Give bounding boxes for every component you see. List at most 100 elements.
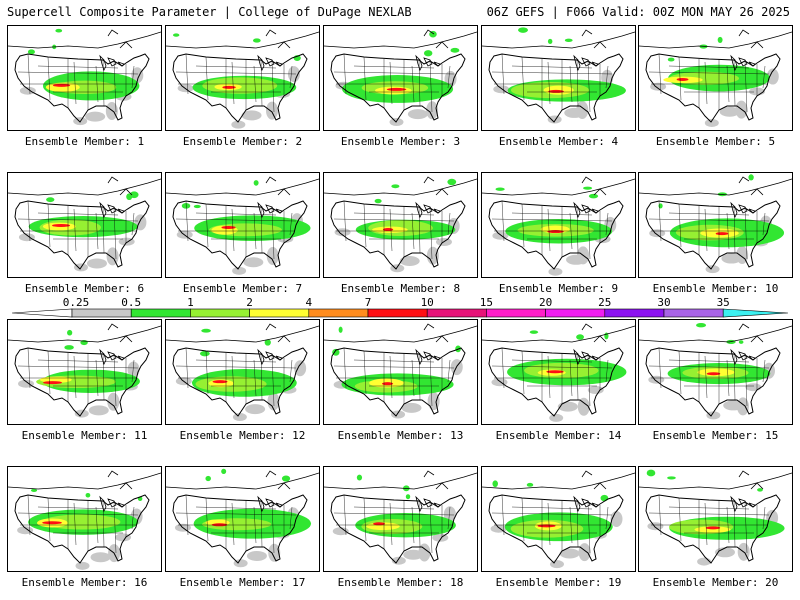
state-line: [411, 506, 415, 544]
shading-green: [405, 494, 411, 500]
colorbar-segment: [604, 308, 665, 318]
ensemble-map: [8, 176, 161, 272]
state-line: [521, 203, 525, 248]
ensemble-map: [166, 29, 319, 129]
us-outline: [645, 53, 781, 123]
state-line: [501, 200, 505, 242]
ensemble-panel-10: [638, 172, 793, 278]
ensemble-panel-1: [7, 25, 162, 131]
shading-red: [42, 521, 62, 525]
shading-red: [43, 381, 62, 385]
ensemble-map: [324, 176, 477, 273]
us-outline: [330, 494, 466, 564]
shading-low: [17, 526, 34, 535]
shading-low: [403, 549, 424, 560]
ensemble-member-label: Ensemble Member: 7: [182, 282, 303, 295]
canada-border: [324, 29, 477, 49]
great-lakes: [99, 495, 125, 513]
state-line: [547, 61, 551, 105]
shading-low: [232, 413, 247, 422]
ensemble-map: [639, 174, 792, 274]
shading-red: [382, 228, 394, 232]
shading-green: [67, 329, 73, 336]
state-line: [511, 65, 593, 69]
ensemble-member-label: Ensemble Member: 1: [24, 135, 145, 148]
state-line: [195, 506, 277, 510]
shading-red: [212, 380, 228, 384]
state-line: [569, 506, 573, 544]
ensemble-panel-11: [7, 319, 162, 425]
shading-low: [745, 383, 762, 392]
shading-green: [547, 38, 553, 44]
great-lakes: [730, 348, 756, 366]
shading-low: [736, 397, 749, 416]
state-line: [271, 207, 275, 260]
state-line: [429, 354, 433, 407]
state-line: [511, 359, 593, 363]
state-line: [658, 200, 662, 242]
us-outline: [330, 347, 466, 417]
shading-low: [90, 552, 111, 563]
state-line: [658, 53, 662, 95]
state-line: [678, 56, 682, 101]
state-line: [587, 501, 591, 554]
us-outline: [172, 347, 308, 417]
state-line: [17, 71, 139, 75]
shading-green: [55, 28, 63, 33]
shading-green: [173, 33, 180, 37]
shading-green: [717, 36, 723, 43]
shading-red: [548, 89, 564, 93]
great-lakes: [257, 495, 283, 513]
colorbar-segment: [663, 308, 724, 318]
state-line: [587, 207, 591, 260]
shading-green: [423, 50, 433, 57]
shading-low: [418, 543, 431, 562]
shading-green: [564, 38, 573, 43]
us-outline: [488, 347, 624, 417]
colorbar-segment: [545, 308, 606, 318]
state-line: [343, 494, 347, 536]
state-line: [648, 71, 770, 75]
state-line: [744, 207, 748, 260]
state-line: [289, 65, 293, 89]
colorbar-tick-label: 20: [539, 296, 552, 309]
state-line: [726, 65, 730, 103]
ensemble-map: [8, 470, 161, 570]
shading-red: [706, 372, 721, 376]
ensemble-panel-16: [7, 466, 162, 572]
shading-low: [648, 375, 665, 384]
state-line: [131, 506, 135, 530]
state-line: [131, 212, 135, 236]
great-lakes: [573, 348, 599, 366]
ensemble-map: [166, 176, 319, 275]
state-line: [389, 355, 393, 399]
canada-border: [166, 470, 319, 490]
state-line: [95, 506, 99, 544]
shading-green: [518, 27, 528, 33]
state-line: [27, 53, 31, 95]
state-line: [73, 61, 77, 105]
colorbar-segment: [71, 308, 132, 318]
shading-low: [647, 522, 664, 531]
state-line: [744, 354, 748, 407]
ensemble-map: [8, 28, 161, 126]
state-line: [587, 354, 591, 407]
state-line: [113, 354, 117, 407]
ensemble-panel-20: [638, 466, 793, 572]
shading-low: [649, 229, 666, 238]
state-line: [175, 365, 297, 369]
state-line: [333, 512, 455, 516]
shading-green: [495, 187, 505, 191]
state-line: [205, 56, 209, 101]
shading-green: [600, 494, 609, 502]
colorbar-tick-label: 10: [421, 296, 434, 309]
shading-green: [588, 193, 599, 199]
canada-border: [639, 29, 792, 49]
state-line: [429, 60, 433, 113]
shading-green: [583, 186, 593, 190]
canada-border: [166, 323, 319, 343]
ensemble-member-label: Ensemble Member: 12: [179, 429, 306, 442]
shading-green: [253, 180, 259, 186]
shading-yellow: [697, 368, 735, 377]
ensemble-panel-19: [481, 466, 636, 572]
